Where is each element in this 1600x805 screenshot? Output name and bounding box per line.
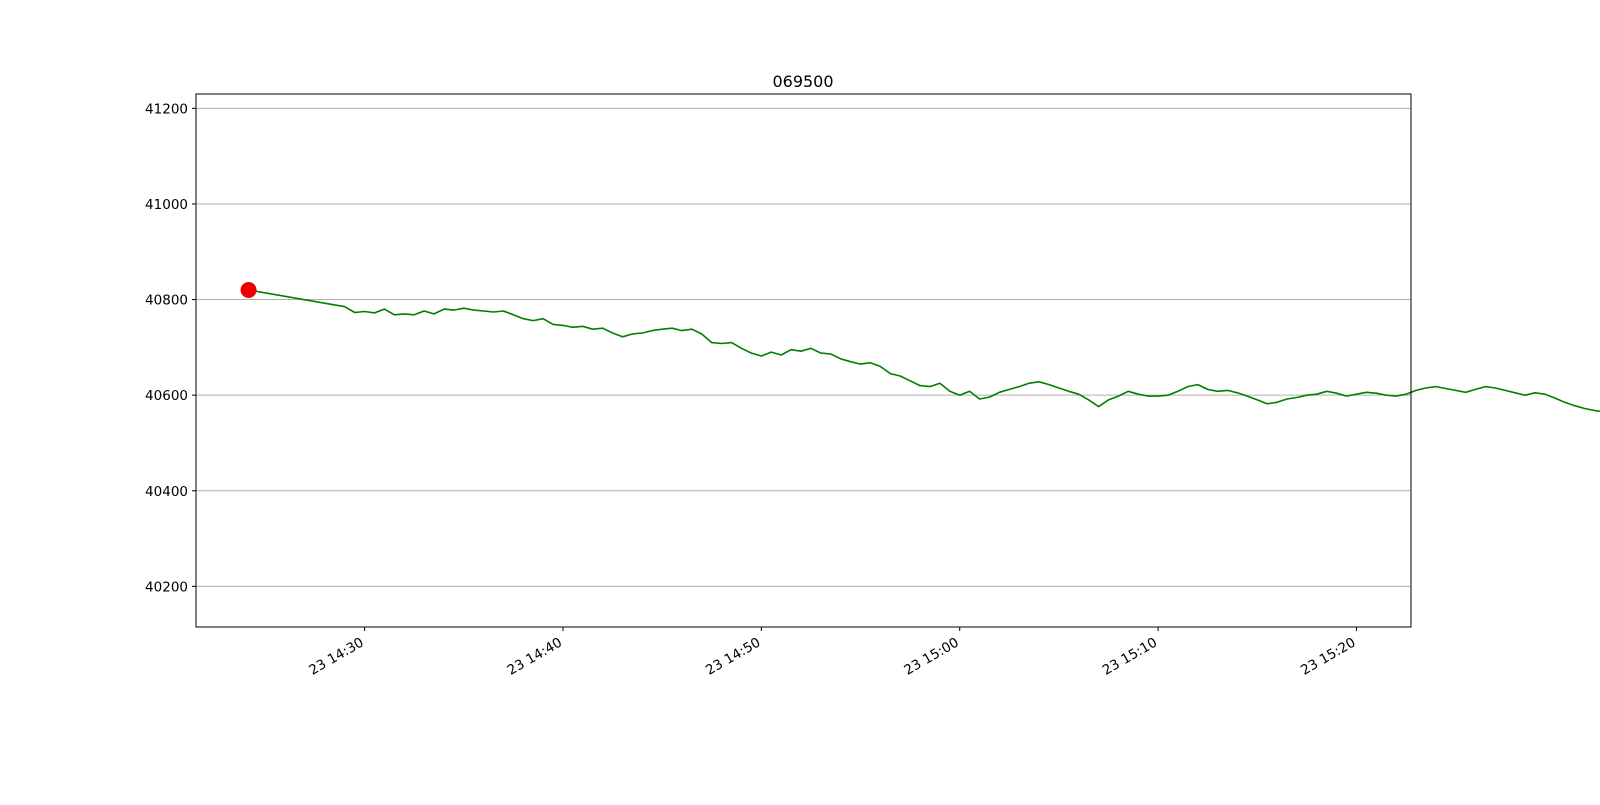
grid-lines [196, 107, 1411, 587]
axes-frame [195, 93, 1412, 628]
series-line-0 [248, 289, 1600, 413]
start-marker-point [240, 281, 257, 298]
chart-title: 069500 [772, 72, 833, 91]
y-tick-label-0: 40200 [145, 579, 188, 595]
y-tick-label-2: 40600 [145, 388, 188, 404]
y-tick-label-3: 40800 [145, 293, 188, 309]
y-tick-label-4: 41000 [145, 197, 188, 213]
y-tick-label-5: 41200 [145, 101, 188, 117]
series-layer [240, 281, 1600, 413]
plot-frame [195, 93, 1412, 628]
y-tick-label-1: 40400 [145, 484, 188, 500]
